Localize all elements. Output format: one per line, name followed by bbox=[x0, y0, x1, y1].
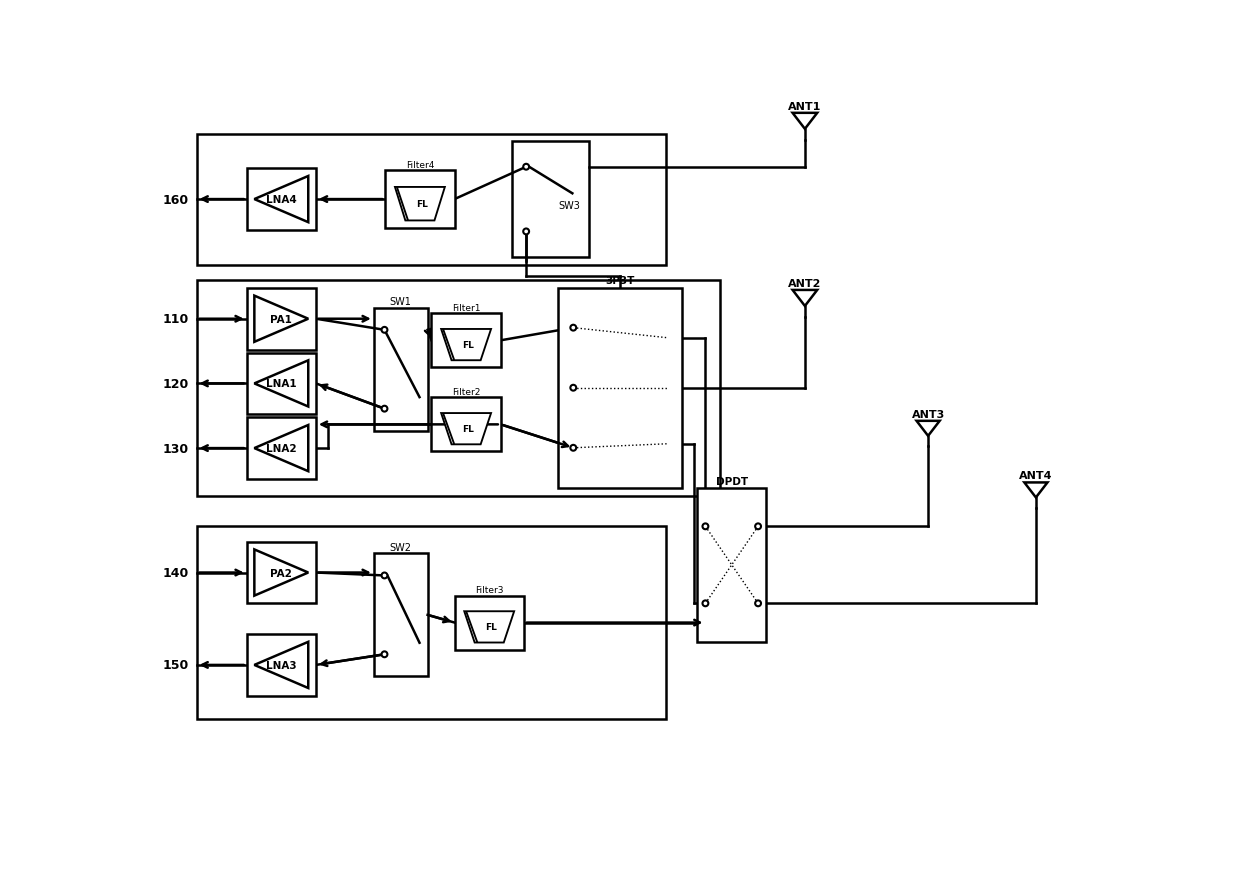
Text: 110: 110 bbox=[162, 313, 188, 326]
Text: 140: 140 bbox=[162, 567, 188, 580]
Text: FL: FL bbox=[417, 200, 428, 209]
Text: 150: 150 bbox=[162, 659, 188, 672]
Bar bbox=[197, 134, 666, 265]
Text: SW3: SW3 bbox=[558, 201, 580, 210]
Bar bbox=[247, 634, 316, 696]
Bar bbox=[558, 289, 682, 488]
Polygon shape bbox=[254, 550, 309, 596]
Bar bbox=[455, 596, 523, 650]
Text: 120: 120 bbox=[162, 377, 188, 390]
Polygon shape bbox=[254, 361, 309, 407]
Text: SW2: SW2 bbox=[389, 542, 412, 553]
Text: ANT1: ANT1 bbox=[789, 102, 822, 111]
Text: 3P3T: 3P3T bbox=[605, 276, 635, 286]
Polygon shape bbox=[1024, 483, 1048, 498]
Text: Filter4: Filter4 bbox=[405, 160, 434, 169]
Polygon shape bbox=[254, 642, 309, 688]
Text: Filter3: Filter3 bbox=[475, 586, 503, 595]
Bar bbox=[386, 171, 455, 229]
Text: PA1: PA1 bbox=[270, 314, 293, 324]
Text: LNA2: LNA2 bbox=[267, 444, 296, 453]
Polygon shape bbox=[916, 421, 940, 437]
Circle shape bbox=[382, 652, 387, 658]
Text: ANT2: ANT2 bbox=[789, 278, 822, 289]
Bar bbox=[432, 314, 501, 367]
Bar bbox=[247, 169, 316, 231]
Circle shape bbox=[570, 325, 577, 332]
Bar bbox=[432, 398, 501, 452]
Bar bbox=[512, 142, 589, 258]
Circle shape bbox=[755, 524, 761, 530]
Text: SW1: SW1 bbox=[389, 296, 412, 307]
Text: DPDT: DPDT bbox=[715, 476, 748, 486]
Polygon shape bbox=[441, 414, 491, 445]
Polygon shape bbox=[254, 425, 309, 472]
Text: LNA3: LNA3 bbox=[267, 660, 296, 670]
Circle shape bbox=[755, 601, 761, 607]
Text: ANT4: ANT4 bbox=[1019, 471, 1053, 481]
Polygon shape bbox=[464, 611, 515, 643]
Bar bbox=[697, 488, 766, 642]
Circle shape bbox=[570, 385, 577, 391]
Polygon shape bbox=[792, 114, 817, 130]
Text: FL: FL bbox=[463, 340, 475, 350]
Polygon shape bbox=[254, 296, 309, 342]
Circle shape bbox=[570, 446, 577, 451]
Circle shape bbox=[523, 165, 529, 170]
Text: Filter2: Filter2 bbox=[451, 388, 480, 396]
Circle shape bbox=[382, 327, 387, 333]
Text: PA2: PA2 bbox=[270, 568, 293, 578]
Text: 160: 160 bbox=[162, 193, 188, 206]
Circle shape bbox=[382, 573, 387, 579]
Bar bbox=[373, 553, 428, 677]
Text: LNA1: LNA1 bbox=[267, 379, 296, 389]
Text: ANT3: ANT3 bbox=[911, 409, 945, 419]
Polygon shape bbox=[254, 177, 309, 223]
Polygon shape bbox=[396, 188, 445, 221]
Bar bbox=[247, 353, 316, 415]
Bar bbox=[247, 417, 316, 480]
Bar bbox=[197, 527, 666, 719]
Circle shape bbox=[703, 601, 708, 607]
Circle shape bbox=[523, 229, 529, 235]
Circle shape bbox=[382, 406, 387, 412]
Polygon shape bbox=[792, 290, 817, 307]
Bar bbox=[247, 289, 316, 350]
Text: FL: FL bbox=[486, 623, 497, 631]
Circle shape bbox=[703, 524, 708, 530]
Bar bbox=[373, 309, 428, 431]
Text: Filter1: Filter1 bbox=[451, 303, 480, 312]
Bar bbox=[197, 281, 720, 496]
Bar bbox=[247, 542, 316, 603]
Text: 130: 130 bbox=[162, 442, 188, 455]
Polygon shape bbox=[441, 330, 491, 360]
Text: FL: FL bbox=[463, 424, 475, 434]
Text: LNA4: LNA4 bbox=[265, 195, 296, 205]
